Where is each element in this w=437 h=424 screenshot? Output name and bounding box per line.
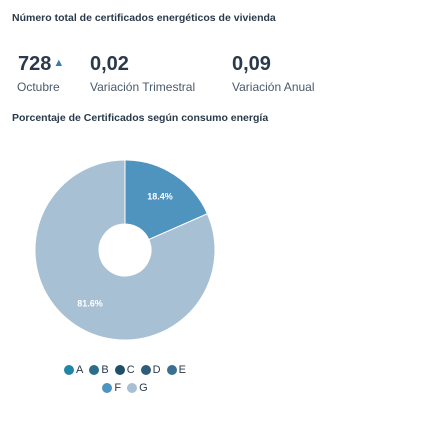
legend-item-F[interactable]: F (102, 382, 121, 394)
annual-variation-label: Variación Anual (232, 80, 315, 94)
legend-swatch (166, 365, 177, 375)
legend-label: B (101, 364, 109, 376)
legend-row: A B C D E (0, 361, 250, 379)
quarterly-variation-label: Variación Trimestral (90, 80, 196, 94)
legend-item-D[interactable]: D (140, 364, 161, 376)
legend-item-G[interactable]: G (127, 382, 148, 394)
legend-label: D (152, 364, 161, 376)
donut-chart: 18.4% 81.6% (34, 159, 216, 341)
legend-swatch (140, 365, 151, 375)
legend-swatch (64, 365, 75, 375)
kpi-section-title: Número total de certificados energéticos… (12, 12, 276, 24)
trend-up-icon: ▲ (53, 57, 65, 69)
legend-swatch (127, 383, 138, 393)
slice-G[interactable] (34, 159, 216, 341)
legend-swatch (102, 383, 113, 393)
legend-label: A (76, 364, 84, 376)
data-label-F: 18.4% (147, 191, 173, 201)
legend-label: C (126, 364, 135, 376)
chart-title: Porcentaje de Certificados según consumo… (12, 112, 269, 124)
month-label: Octubre (17, 80, 60, 94)
legend-swatch (114, 365, 125, 375)
legend-label: E (178, 364, 186, 376)
legend-swatch (89, 365, 100, 375)
legend-item-E[interactable]: E (166, 364, 186, 376)
month-count-number: 728 (18, 53, 52, 75)
legend-label: G (139, 382, 148, 394)
legend-item-C[interactable]: C (114, 364, 135, 376)
quarterly-variation-value: 0,02 (90, 53, 129, 75)
data-label-G: 81.6% (77, 299, 103, 309)
legend-label: F (114, 382, 122, 394)
legend-item-B[interactable]: B (89, 364, 109, 376)
month-count-value: 728 ▲ (18, 53, 64, 76)
annual-variation-value: 0,09 (232, 53, 271, 75)
legend-item-A[interactable]: A (64, 364, 83, 376)
slice-F[interactable] (124, 159, 209, 241)
